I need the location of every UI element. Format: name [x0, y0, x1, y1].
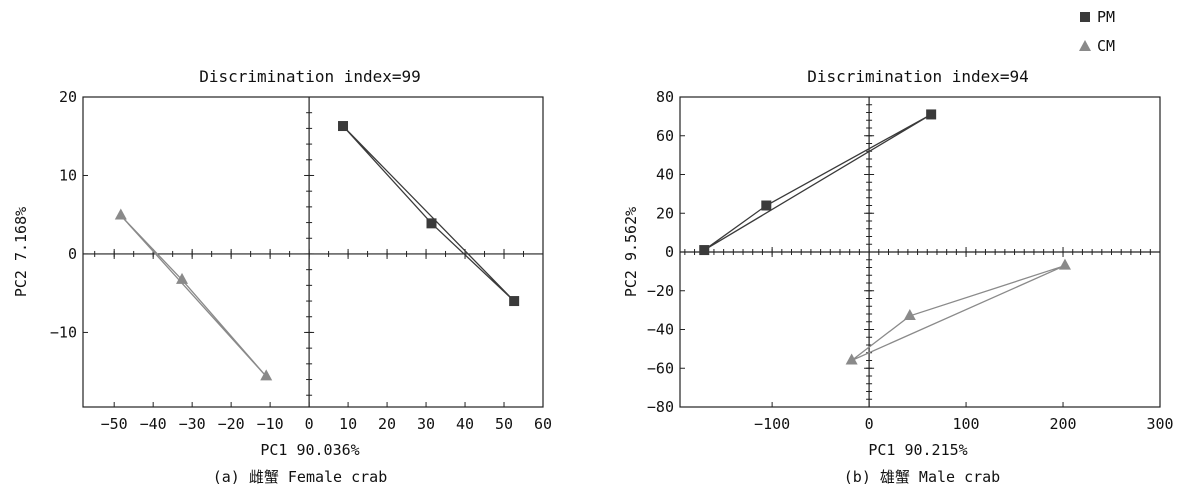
y-tick-label: −10 [50, 323, 77, 341]
y-tick-label: 40 [656, 166, 674, 184]
y-tick-label: 80 [656, 88, 674, 106]
chart-title: Discrimination index=94 [807, 67, 1029, 86]
panel-caption: (a) 雌蟹 Female crab [213, 468, 388, 486]
x-tick-label: 300 [1146, 415, 1173, 433]
series-cm-outline [120, 215, 267, 377]
chart-title: Discrimination index=99 [199, 67, 421, 86]
series-pm-outline [703, 113, 932, 251]
point-cm [1058, 258, 1071, 270]
y-tick-label: −40 [647, 321, 674, 339]
y-tick-label: 20 [656, 204, 674, 222]
legend-pm-marker [1080, 12, 1090, 22]
point-pm [926, 109, 937, 120]
y-tick-label: 0 [68, 245, 77, 263]
series-cm-outline [851, 264, 1066, 362]
x-tick-label: −10 [257, 415, 284, 433]
x-tick-label: −20 [218, 415, 245, 433]
x-tick-label: 100 [953, 415, 980, 433]
point-cm [114, 208, 127, 220]
series-pm-outline [342, 125, 515, 302]
y-tick-label: 20 [59, 88, 77, 106]
y-tick-label: 60 [656, 127, 674, 145]
legend-cm-marker [1079, 40, 1091, 51]
point-pm [338, 121, 349, 132]
y-axis-label: PC2 7.168% [12, 207, 30, 297]
x-tick-label: 40 [456, 415, 474, 433]
point-cm [260, 369, 273, 381]
x-tick-label: 200 [1049, 415, 1076, 433]
y-tick-label: 10 [59, 166, 77, 184]
point-cm [845, 353, 858, 365]
point-pm [426, 218, 437, 229]
x-tick-label: −100 [754, 415, 790, 433]
point-cm [903, 308, 916, 320]
point-pm [509, 296, 520, 307]
panel-male-crab: Discrimination index=94−100 0 100 200 300806… [622, 67, 1174, 486]
panel-female-crab: Discrimination index=99 −50 −40 −30 −20 −10 0 1… [12, 67, 552, 486]
x-axis-label: PC1 90.215% [868, 441, 967, 459]
x-tick-label: −40 [140, 415, 167, 433]
point-pm [761, 200, 772, 211]
legend: PM CM [1079, 8, 1115, 55]
x-tick-label: 0 [865, 415, 874, 433]
y-tick-label: 0 [665, 243, 674, 261]
legend-cm-label: CM [1097, 37, 1115, 55]
x-tick-label: 50 [495, 415, 513, 433]
point-cm [176, 272, 189, 284]
point-pm [699, 245, 710, 256]
x-tick-label: 10 [339, 415, 357, 433]
panel-caption: (b) 雄蟹 Male crab [844, 468, 1000, 486]
x-tick-label: −30 [179, 415, 206, 433]
plot-frame [82, 96, 544, 408]
legend-pm-label: PM [1097, 8, 1115, 26]
y-tick-label: −80 [647, 398, 674, 416]
x-tick-label: 30 [417, 415, 435, 433]
x-tick-label: 60 [534, 415, 552, 433]
y-tick-label: −60 [647, 359, 674, 377]
x-axis-label: PC1 90.036% [260, 441, 359, 459]
x-tick-label: 20 [378, 415, 396, 433]
y-tick-label: −20 [647, 282, 674, 300]
x-tick-label: −50 [101, 415, 128, 433]
x-tick-label: 0 [305, 415, 314, 433]
y-axis-label: PC2 9.562% [622, 207, 640, 297]
